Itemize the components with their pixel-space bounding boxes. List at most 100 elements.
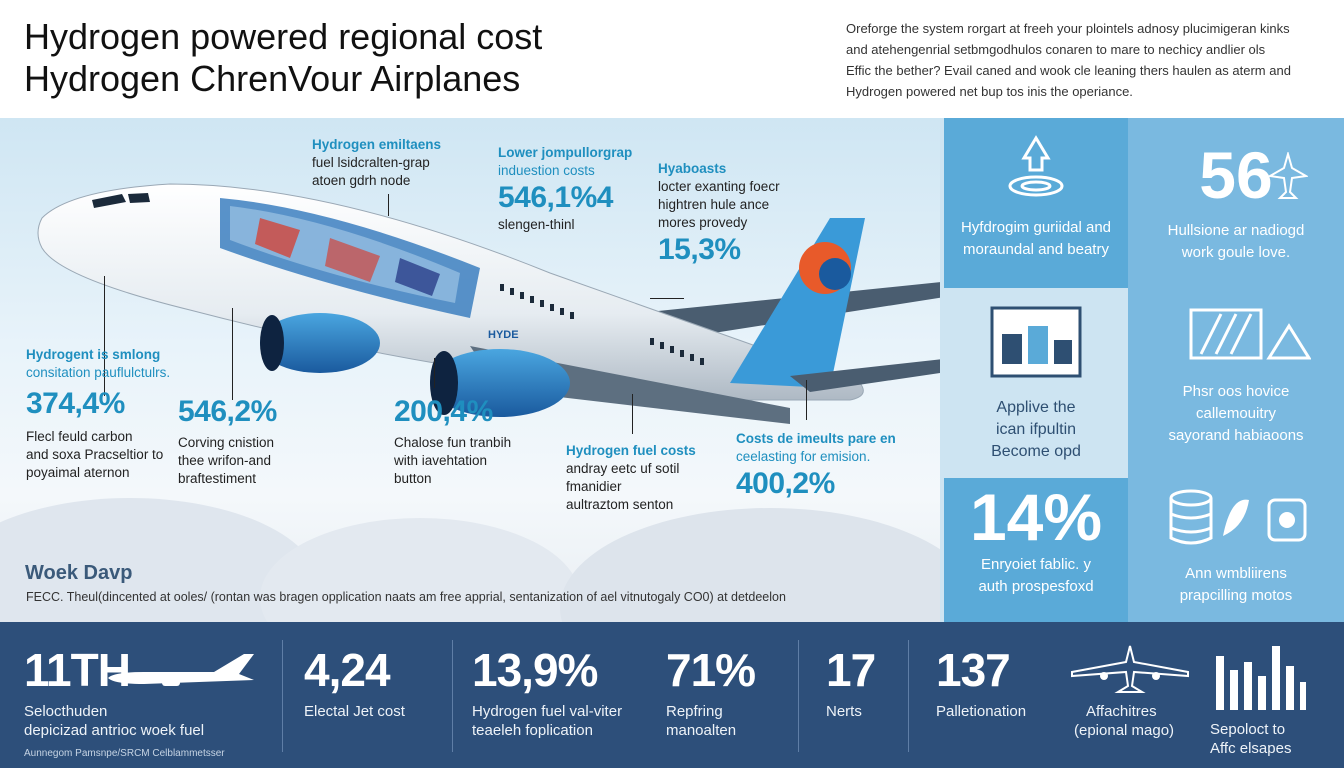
callout-fuel-costs: Hydrogen fuel costs andray eetc uf sotil…: [566, 442, 696, 514]
hydrogen-drop-icon: [1008, 135, 1064, 197]
hero-section: HYDE Hydrogen emiltaens fuel lsidcralten…: [0, 118, 940, 622]
title-line-2: Hydrogen ChrenVour Airplanes: [24, 58, 521, 99]
stat-affachitres: Affachitres (epional mago): [1068, 622, 1198, 768]
callout-text: atoen gdrh node: [312, 173, 411, 188]
tile-text: Hyfdrogim guriidal and: [960, 219, 1112, 236]
page-title: Hydrogen powered regional cost Hydrogen …: [24, 16, 542, 100]
divider: [798, 640, 799, 752]
callout-text: and soxa Pracseltior to: [26, 447, 164, 462]
cloud-decor: [560, 508, 940, 622]
tile-text: Become opd: [991, 443, 1081, 460]
callout-boosts: Hyaboasts locter exanting foecr hightren…: [658, 160, 780, 268]
callout-value: 15,3%: [658, 233, 741, 266]
callout-text: fmanidier: [566, 479, 622, 494]
leader-line: [104, 276, 105, 396]
intro-line: Oreforge the system rorgart at freeh you…: [846, 21, 1290, 36]
callout-text: button: [394, 471, 432, 486]
callout-text: mores provedy: [658, 215, 748, 230]
callout-subheading: ceelasting for emision.: [736, 449, 871, 464]
callout-text: hightren hule ance: [658, 197, 770, 212]
callout-text: with iavehtation: [394, 453, 488, 468]
tile-text: work goule love.: [1181, 244, 1291, 261]
tile-56: 56 Hullsione ar nadiogd work goule love.: [1128, 118, 1344, 288]
bar-chart-icon: [1216, 646, 1306, 710]
tile-text: Ann wmbliirens: [1185, 565, 1287, 582]
stat-label: Repfring: [666, 703, 723, 720]
tile-text: Enryoiet fablic. y: [980, 556, 1092, 573]
callout-value: 374,4%: [26, 387, 125, 420]
callout-heading: Costs de imeults pare en: [736, 431, 896, 446]
callout-heading: Lower jompullorgrap: [498, 145, 633, 160]
callout-text: poyaimal aternon: [26, 465, 130, 480]
callout-text: locter exanting foecr: [658, 179, 780, 194]
leader-line: [232, 308, 233, 400]
stat-label: teaeleh foplication: [472, 722, 593, 739]
fuel-tank-icon: [1169, 489, 1307, 545]
fuselage-logo: HYDE: [488, 329, 519, 341]
callout-lower-costs: Lower jompullorgrap induestion costs 546…: [498, 144, 632, 234]
callout-value: 546,2%: [178, 395, 277, 428]
intro-line: Effic the bether? Evail caned and wook c…: [846, 63, 1291, 78]
callout-text: thee wrifon-and: [178, 453, 272, 468]
tile-value: 56: [1199, 138, 1273, 212]
callout-value: 200,4%: [394, 395, 493, 428]
stat-4-24: 4,24 Electal Jet cost: [304, 622, 444, 768]
stat-71: 71% Repfring manoalten: [666, 622, 786, 768]
divider: [452, 640, 453, 752]
leader-line: [806, 380, 807, 420]
stat-label: manoalten: [666, 722, 737, 739]
stats-band: 11TH Selocthuden depicizad antrioc woek …: [0, 622, 1344, 768]
cloud-decor: [260, 518, 580, 622]
tile-text: ican ifpultin: [995, 421, 1077, 438]
plane-top-icon: [1268, 152, 1308, 199]
callout-text: Flecl feuld carbon: [26, 429, 133, 444]
tile-14: 14% Enryoiet fablic. y auth prospesfoxd: [944, 478, 1128, 622]
section-heading: Woek Davp: [25, 562, 133, 584]
intro-line: and atehengenrial setbmgodhulos conaren …: [846, 42, 1266, 57]
callout-heading: Hydrogen emiltaens: [312, 137, 442, 152]
stat-label: Electal Jet cost: [304, 703, 405, 720]
airplane-side-icon: [108, 654, 254, 686]
tile-text: Hullsione ar nadiogd: [1167, 222, 1305, 239]
stat-label: Affc elsapes: [1210, 740, 1292, 757]
stat-label: Nerts: [826, 703, 862, 720]
tile-hydrogen-guridal: Hyfdrogim guriidal and moraundal and bea…: [944, 118, 1128, 288]
tile-text: Phsr oos hovice: [1182, 383, 1290, 400]
stat-label: depicizad antrioc woek fuel: [24, 722, 205, 739]
divider: [282, 640, 283, 752]
stat-value: 13,9%: [472, 644, 598, 696]
callout-hydrogen-smlong: Hydrogent is smlong consitation pauflulc…: [26, 346, 170, 482]
leader-line: [632, 394, 633, 434]
callout-text: braftestiment: [178, 471, 257, 486]
right-panel: Hyfdrogim guriidal and moraundal and bea…: [940, 118, 1344, 622]
callout-value: 546,1%4: [498, 181, 613, 214]
stat-value: 17: [826, 644, 876, 696]
callout-text: andray eetc uf sotil: [566, 461, 680, 476]
callout-emissions: Hydrogen emiltaens fuel lsidcralten-grap…: [312, 136, 441, 190]
stat-137: 137 Palletionation: [936, 622, 1056, 768]
callout-546: 546,2% Corving cnistion thee wrifon-and …: [178, 394, 277, 488]
airplane-front-icon: [1071, 645, 1189, 693]
stat-label: Palletionation: [936, 703, 1027, 720]
tile-value: 14%: [969, 480, 1103, 554]
factory-icon: [990, 306, 1082, 378]
tile-text: sayorand habiaoons: [1168, 427, 1304, 444]
footnote: FECC. Theul(dincented at ooles/ (rontan …: [26, 590, 786, 604]
stat-17: 17 Nerts: [826, 622, 906, 768]
callout-200: 200,4% Chalose fun tranbih with iavehtat…: [394, 394, 511, 488]
callout-text: slengen-thinl: [498, 217, 575, 232]
stat-13-9: 13,9% Hydrogen fuel val-viter teaeleh fo…: [472, 622, 652, 768]
stat-bar-chart: Sepoloct to Affc elsapes: [1210, 622, 1330, 768]
tile-text: prapcilling motos: [1179, 587, 1293, 604]
tile-phsr: Phsr oos hovice callemouitry sayorand ha…: [1128, 288, 1344, 478]
stat-value: 71%: [666, 644, 756, 696]
leader-line: [388, 194, 389, 216]
callout-text: fuel lsidcralten-grap: [312, 155, 430, 170]
leader-line: [434, 358, 435, 388]
stat-label: (epional mago): [1074, 722, 1175, 739]
tile-applive: Applive the ican ifpultin Become opd: [944, 288, 1128, 478]
leader-line: [650, 298, 684, 299]
tile-ann: Ann wmbliirens prapcilling motos: [1128, 478, 1344, 622]
tile-text: Applive the: [996, 399, 1076, 416]
callout-subheading: induestion costs: [498, 163, 595, 178]
